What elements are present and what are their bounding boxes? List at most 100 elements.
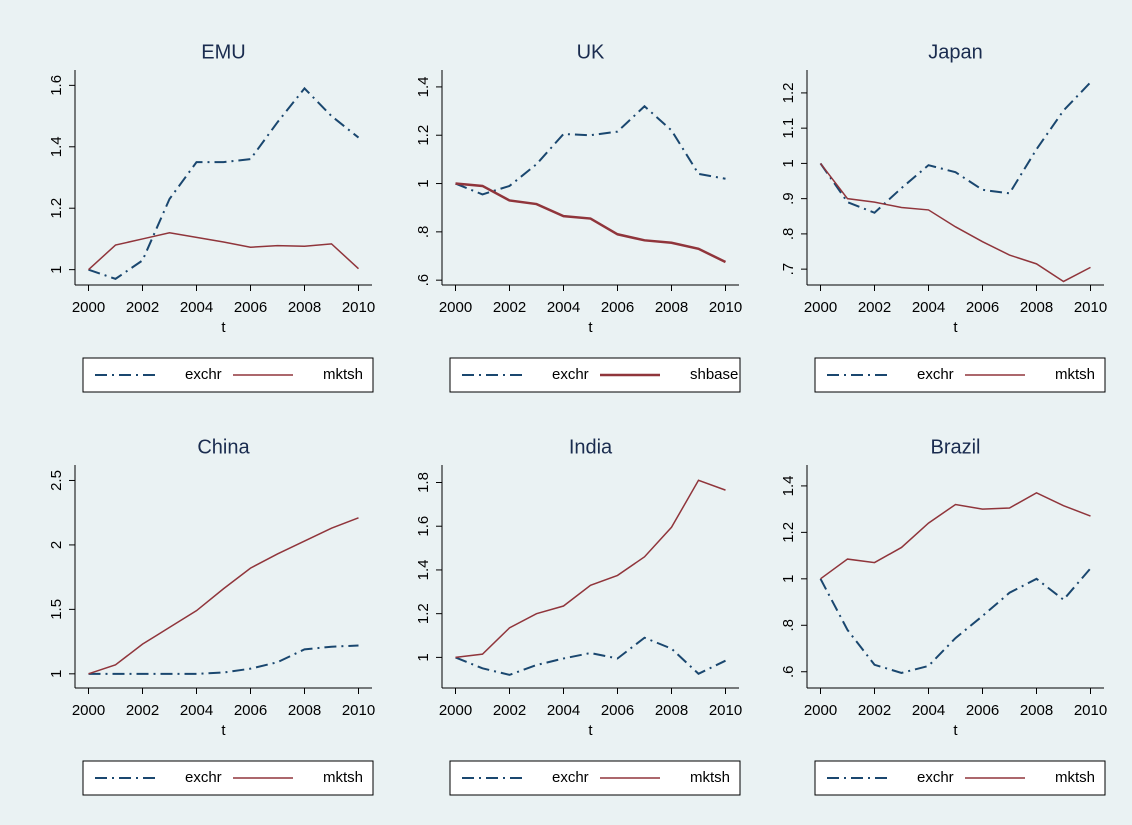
y-tick-label: 1 <box>48 265 65 273</box>
x-tick-label: 2000 <box>72 299 105 316</box>
legend-label: exchr <box>917 366 954 383</box>
x-tick-label: 2000 <box>804 702 837 719</box>
x-tick-label: 2010 <box>1074 299 1107 316</box>
x-tick-label: 2008 <box>1020 299 1053 316</box>
x-tick-label: 2006 <box>601 702 634 719</box>
x-axis-label: t <box>221 319 226 336</box>
panel-title: EMU <box>201 41 245 63</box>
y-tick-label: 1.2 <box>415 603 432 624</box>
series-line <box>455 636 726 676</box>
y-tick-label: 1.6 <box>415 516 432 537</box>
legend-label: exchr <box>185 366 222 383</box>
x-tick-label: 2002 <box>858 702 891 719</box>
x-tick-label: 2002 <box>493 702 526 719</box>
y-tick-label: 1.1 <box>780 118 797 139</box>
legend-label: exchr <box>917 769 954 786</box>
y-tick-label: 2.5 <box>48 470 65 491</box>
legend-box <box>82 357 374 393</box>
x-tick-label: 2006 <box>601 299 634 316</box>
series-line <box>87 232 360 271</box>
legend-label: exchr <box>185 769 222 786</box>
y-tick-label: 1 <box>415 653 432 661</box>
x-tick-label: 2002 <box>858 299 891 316</box>
x-axis-label: t <box>953 722 958 739</box>
x-tick-label: 2008 <box>288 702 321 719</box>
y-tick-label: 1.2 <box>780 522 797 543</box>
x-tick-label: 2004 <box>912 299 945 316</box>
panel-title: UK <box>577 41 605 63</box>
panel-title: China <box>197 436 250 458</box>
legend-label: mktsh <box>323 769 363 786</box>
y-tick-label: 2 <box>48 541 65 549</box>
x-axis-label: t <box>588 722 593 739</box>
legend-box <box>449 357 741 393</box>
x-tick-label: 2008 <box>655 299 688 316</box>
x-tick-label: 2002 <box>126 299 159 316</box>
series-line <box>455 479 726 659</box>
panel-title: Japan <box>928 41 983 63</box>
y-tick-label: .8 <box>780 228 797 241</box>
y-tick-label: .9 <box>780 192 797 205</box>
y-tick-label: 1.2 <box>415 125 432 146</box>
x-tick-label: 2000 <box>72 702 105 719</box>
y-tick-label: 1.4 <box>415 560 432 581</box>
y-tick-label: .6 <box>780 665 797 678</box>
legend-label: exchr <box>552 366 589 383</box>
x-tick-label: 2010 <box>1074 702 1107 719</box>
series-line <box>455 182 727 264</box>
y-tick-label: 1 <box>48 670 65 678</box>
x-tick-label: 2000 <box>439 299 472 316</box>
x-tick-label: 2006 <box>966 702 999 719</box>
y-tick-label: 1.2 <box>48 198 65 219</box>
legend-box <box>814 357 1106 393</box>
x-tick-label: 2008 <box>655 702 688 719</box>
x-tick-label: 2004 <box>547 702 580 719</box>
legend-label: exchr <box>552 769 589 786</box>
series-line <box>820 492 1091 580</box>
y-tick-label: 1 <box>415 179 432 187</box>
y-tick-label: 1 <box>780 575 797 583</box>
series-line <box>819 162 1091 283</box>
legend-label: mktsh <box>690 769 730 786</box>
legend-label: mktsh <box>1055 769 1095 786</box>
x-tick-label: 2006 <box>966 299 999 316</box>
series-line <box>88 86 360 280</box>
x-axis-label: t <box>588 319 593 336</box>
y-tick-label: 1.2 <box>780 82 797 103</box>
x-tick-label: 2010 <box>342 299 375 316</box>
y-tick-label: .8 <box>415 226 432 239</box>
y-tick-label: 1.4 <box>48 136 65 157</box>
x-axis-label: t <box>221 722 226 739</box>
x-tick-label: 2004 <box>180 299 213 316</box>
panel-title: Brazil <box>930 436 980 458</box>
legend-label: shbase <box>690 366 738 383</box>
y-tick-label: 1 <box>780 159 797 167</box>
y-tick-label: .8 <box>780 619 797 632</box>
y-tick-label: 1.8 <box>415 472 432 493</box>
x-tick-label: 2004 <box>547 299 580 316</box>
x-axis-label: t <box>953 319 958 336</box>
y-tick-label: 1.5 <box>48 599 65 620</box>
series-line <box>819 81 1092 214</box>
y-tick-label: .6 <box>415 274 432 287</box>
x-tick-label: 2006 <box>234 702 267 719</box>
x-tick-label: 2010 <box>709 299 742 316</box>
y-tick-label: 1.6 <box>48 75 65 96</box>
legend-box <box>82 760 374 796</box>
x-tick-label: 2002 <box>126 702 159 719</box>
legend-box <box>814 760 1106 796</box>
legend-box <box>449 760 741 796</box>
x-tick-label: 2002 <box>493 299 526 316</box>
x-tick-label: 2000 <box>804 299 837 316</box>
x-tick-label: 2004 <box>912 702 945 719</box>
x-tick-label: 2004 <box>180 702 213 719</box>
panel-title: India <box>569 436 613 458</box>
x-tick-label: 2010 <box>342 702 375 719</box>
series-line <box>88 517 359 675</box>
legend-label: mktsh <box>1055 366 1095 383</box>
x-tick-label: 2000 <box>439 702 472 719</box>
x-tick-label: 2008 <box>1020 702 1053 719</box>
x-tick-label: 2010 <box>709 702 742 719</box>
x-tick-label: 2008 <box>288 299 321 316</box>
